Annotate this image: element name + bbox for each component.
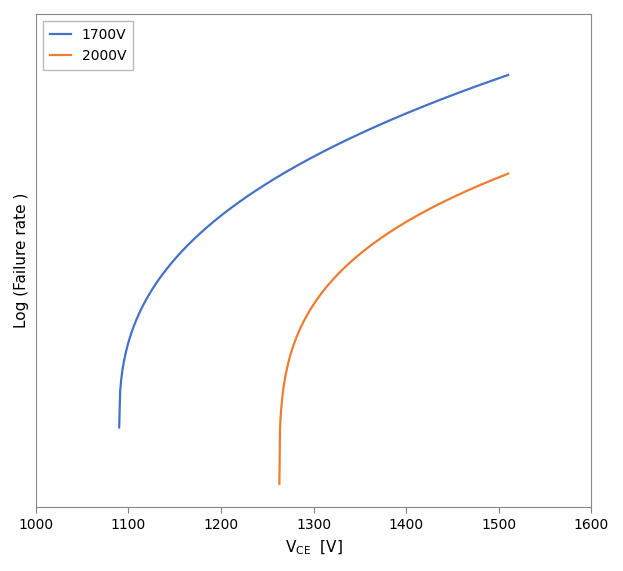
1700V xyxy=(360,128,368,135)
2000V xyxy=(350,256,358,263)
Y-axis label: Log (Failure rate ): Log (Failure rate ) xyxy=(14,193,29,328)
2000V xyxy=(419,209,427,216)
2000V xyxy=(275,480,283,487)
1700V xyxy=(115,424,123,431)
2000V xyxy=(303,312,311,319)
1700V xyxy=(396,112,404,119)
1700V xyxy=(270,176,277,183)
1700V xyxy=(398,112,406,119)
2000V xyxy=(440,198,448,205)
Line: 2000V: 2000V xyxy=(279,174,508,484)
Line: 1700V: 1700V xyxy=(119,75,508,428)
Legend: 1700V, 2000V: 1700V, 2000V xyxy=(43,21,133,70)
X-axis label: $\mathregular{V_{CE}}$  [V]: $\mathregular{V_{CE}}$ [V] xyxy=(285,538,343,557)
2000V xyxy=(366,243,374,250)
1700V xyxy=(242,194,250,201)
2000V xyxy=(505,170,512,177)
2000V xyxy=(442,198,449,204)
1700V xyxy=(505,71,512,78)
1700V xyxy=(162,267,169,274)
